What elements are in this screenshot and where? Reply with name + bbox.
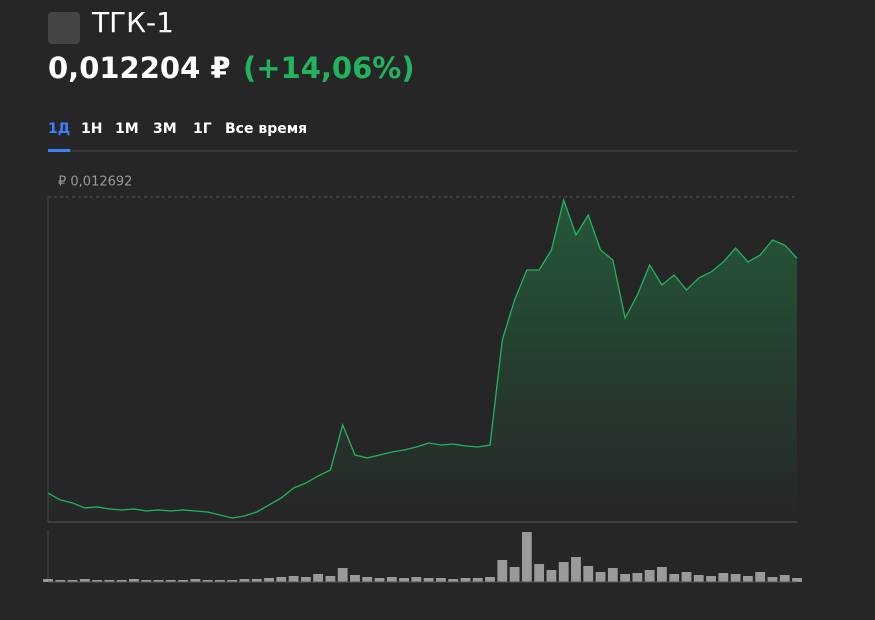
tab[interactable]: 1Г <box>193 121 212 137</box>
volume-bar <box>79 579 90 582</box>
volume-bar <box>607 568 618 582</box>
volume-bar <box>165 580 176 582</box>
volume-bar <box>178 580 188 582</box>
volume-bar <box>288 576 299 582</box>
price: 0,012204 ₽ <box>48 51 231 85</box>
tab[interactable]: 1Д <box>48 121 70 137</box>
volume-bar <box>460 578 471 582</box>
volume-bar <box>374 578 385 582</box>
tab[interactable]: 1Н <box>81 121 102 137</box>
volume-bar <box>718 573 729 582</box>
volume-bar <box>276 577 287 582</box>
volume-bar <box>755 572 766 582</box>
volume-bar <box>521 532 532 582</box>
volume-bar <box>485 577 495 582</box>
volume-bar <box>325 576 336 582</box>
volume-bar <box>300 577 311 582</box>
tab[interactable]: 1М <box>115 121 139 137</box>
volume-bar <box>264 578 274 582</box>
volume-bar <box>497 560 508 582</box>
volume-bar <box>644 570 655 582</box>
volume-bar <box>251 579 262 582</box>
volume-bar <box>436 578 446 582</box>
volume-bar <box>546 570 557 582</box>
volume-bar <box>571 557 581 582</box>
volume-bar <box>669 574 680 582</box>
volume-bar <box>104 580 115 582</box>
volume-bar <box>595 572 606 582</box>
volume-bar <box>337 568 348 582</box>
volume-bar <box>386 577 397 582</box>
price-line <box>47 197 798 519</box>
volume-bar <box>681 572 692 582</box>
volume-bar <box>583 566 594 582</box>
volume-bar <box>202 580 213 582</box>
volume-bar <box>448 579 459 582</box>
volume-bar <box>129 579 139 582</box>
ticker-title: ТГК-1 <box>91 6 174 39</box>
volume-bar <box>92 580 103 582</box>
volume-bar <box>742 576 753 582</box>
tab[interactable]: 3М <box>153 121 177 137</box>
volume-bar <box>214 580 225 582</box>
volume-bar <box>153 580 164 582</box>
volume-bar <box>620 574 631 582</box>
volume-bar <box>227 580 238 582</box>
max-label: ₽ 0,012692 <box>58 175 132 190</box>
volume-bar <box>632 573 643 582</box>
volume-bar <box>411 577 422 582</box>
volume-bar <box>362 577 373 582</box>
volume-bar <box>55 580 66 582</box>
volume-bar <box>313 574 324 582</box>
price-area <box>48 200 797 522</box>
ticker-icon <box>48 12 80 44</box>
volume-bar <box>730 574 741 582</box>
volume-bar <box>657 567 667 582</box>
volume-bar <box>350 575 360 582</box>
volume-bar <box>141 580 152 582</box>
volume-bar <box>534 564 545 582</box>
volume-bar <box>399 578 409 582</box>
volume-bar <box>558 562 569 582</box>
volume-bar <box>239 579 250 582</box>
volume-bar <box>190 579 201 582</box>
volume-bar <box>706 576 716 582</box>
tab[interactable]: Все время <box>225 121 307 137</box>
volume-bar <box>67 580 78 582</box>
volume-bar <box>423 578 434 582</box>
volume-bar <box>767 577 778 582</box>
tab-underline <box>48 149 71 152</box>
volume-bar <box>472 578 483 582</box>
volume-bar <box>792 578 802 582</box>
volume-bar <box>43 579 53 582</box>
volume-bar <box>693 575 704 582</box>
volume-bar <box>116 580 127 582</box>
change: (+14,06%) <box>243 51 415 85</box>
volume-bar <box>509 567 520 582</box>
volume-bar <box>779 575 790 582</box>
